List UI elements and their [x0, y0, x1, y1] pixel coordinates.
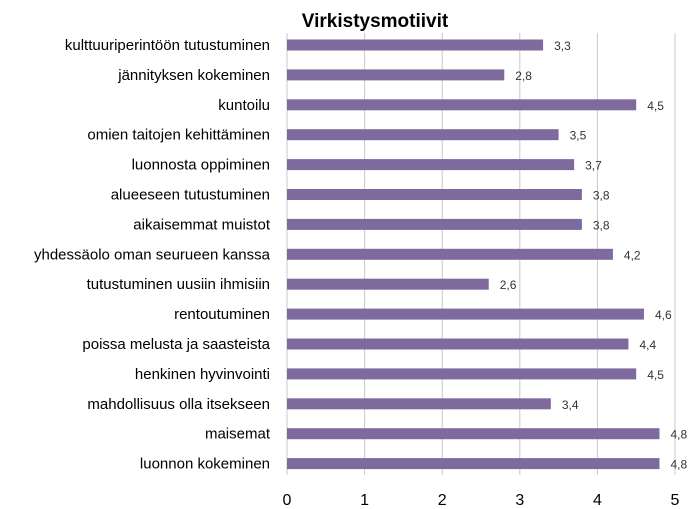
bar	[287, 189, 582, 200]
category-label: alueeseen tutustuminen	[111, 187, 270, 204]
x-tick-label: 1	[360, 492, 369, 509]
category-label: henkinen hyvinvointi	[135, 366, 270, 383]
value-label: 4,5	[647, 368, 664, 382]
category-label: poissa melusta ja saasteista	[82, 336, 270, 353]
category-label: rentoutuminen	[174, 306, 270, 323]
x-tick-label: 4	[593, 492, 602, 509]
bar	[287, 398, 551, 410]
value-label: 3,4	[562, 398, 579, 412]
x-tick-label: 3	[515, 492, 524, 509]
category-labels: kulttuuriperintöön tutustuminen jännityks…	[34, 37, 271, 473]
bar	[287, 338, 629, 350]
category-label: maisemat	[205, 426, 271, 443]
value-label: 3,7	[585, 159, 602, 173]
value-label: 4,5	[647, 99, 664, 113]
bar	[287, 129, 559, 141]
category-label: yhdessäolo oman seurueen kanssa	[34, 246, 271, 263]
bar	[287, 39, 544, 51]
value-label: 4,4	[639, 338, 656, 352]
bar	[287, 458, 660, 470]
value-label: 4,8	[670, 428, 687, 442]
bar	[287, 159, 575, 171]
bar	[287, 278, 489, 290]
bar	[287, 69, 505, 81]
value-label: 2,6	[500, 278, 517, 292]
chart-title: Virkistysmotiivit	[302, 11, 449, 32]
bar	[287, 308, 644, 320]
x-axis-ticks: 0 1 2 3 4 5	[283, 492, 680, 509]
category-label: mahdollisuus olla itsekseen	[87, 396, 270, 413]
category-label: jännityksen kokeminen	[117, 67, 270, 84]
bar	[287, 218, 582, 230]
category-label: kulttuuriperintöön tutustuminen	[65, 37, 270, 54]
x-tick-label: 2	[438, 492, 447, 509]
value-label: 4,2	[624, 248, 641, 262]
bars	[287, 39, 660, 470]
x-tick-label: 5	[671, 492, 680, 509]
category-label: luonnosta oppiminen	[132, 157, 270, 174]
value-label: 3,8	[593, 218, 610, 232]
value-label: 3,5	[570, 129, 587, 143]
category-label: luonnon kokeminen	[140, 456, 270, 473]
bar	[287, 248, 613, 260]
x-tick-label: 0	[283, 492, 292, 509]
category-label: tutustuminen uusiin ihmisiin	[87, 276, 270, 293]
value-label: 4,6	[655, 308, 672, 322]
bar	[287, 99, 637, 111]
value-label: 3,3	[554, 39, 571, 53]
bar	[287, 368, 637, 380]
category-label: omien taitojen kehittäminen	[87, 127, 270, 144]
value-label: 4,8	[670, 458, 687, 472]
category-label: kuntoilu	[218, 97, 270, 114]
bar	[287, 428, 660, 440]
value-label: 2,8	[515, 69, 532, 83]
category-label: aikaisemmat muistot	[133, 216, 271, 233]
value-label: 3,8	[593, 189, 610, 203]
value-labels: 3,3 2,8 4,5 3,5 3,7 3,8 3,8 4,2 2,6 4,6 4,4 4,5 3,4 4…	[500, 39, 688, 472]
